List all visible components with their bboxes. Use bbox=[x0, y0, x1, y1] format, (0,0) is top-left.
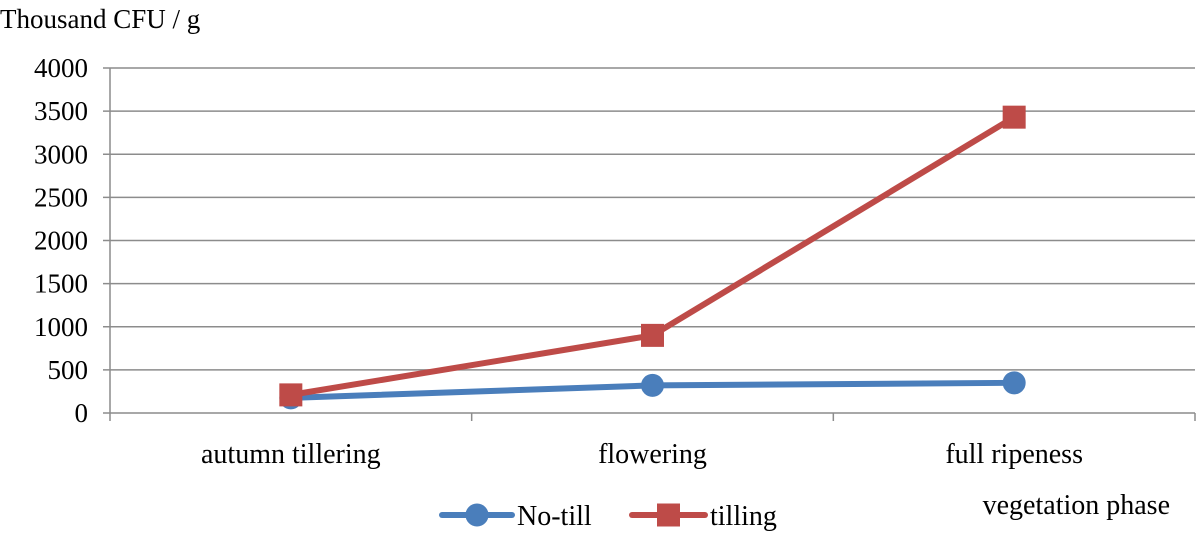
x-category-label: flowering bbox=[598, 439, 707, 470]
y-tick-label: 2000 bbox=[34, 226, 88, 256]
series-line-tilling bbox=[287, 114, 1018, 398]
axes bbox=[109, 68, 1196, 421]
y-tick-label: 1500 bbox=[34, 269, 88, 299]
legend: No-till tilling bbox=[439, 501, 777, 532]
y-tick-label: 3500 bbox=[34, 96, 88, 126]
x-axis-title: vegetation phase bbox=[983, 490, 1170, 521]
series-lines bbox=[287, 114, 1018, 401]
legend-marker bbox=[465, 503, 489, 527]
y-tick-label: 500 bbox=[48, 355, 89, 385]
x-category-label: full ripeness bbox=[945, 439, 1083, 470]
y-axis-title: Thousand CFU / g bbox=[0, 4, 200, 34]
data-point-tilling bbox=[279, 383, 303, 407]
y-tick-label: 0 bbox=[75, 398, 89, 428]
legend-label: No-till bbox=[517, 501, 592, 532]
series-markers bbox=[279, 105, 1026, 410]
grid-lines bbox=[110, 67, 1195, 371]
data-point-no-till bbox=[641, 373, 664, 397]
y-tick-label: 1000 bbox=[34, 312, 88, 342]
y-tick-label: 2500 bbox=[34, 182, 88, 212]
x-category-label: autumn tillering bbox=[201, 439, 381, 470]
legend-label: tilling bbox=[710, 501, 777, 532]
legend-marker bbox=[657, 503, 680, 527]
y-axis-ticks: 0 500 1000 1500 2000 2500 3000 3500 4000 bbox=[34, 53, 110, 428]
data-point-tilling bbox=[641, 323, 664, 347]
data-point-tilling bbox=[1002, 105, 1026, 129]
y-tick-label: 4000 bbox=[34, 53, 88, 83]
data-point-no-till bbox=[1002, 371, 1026, 395]
x-axis-categories: autumn tillering flowering full ripeness bbox=[201, 439, 1083, 470]
y-tick-label: 3000 bbox=[34, 139, 88, 169]
